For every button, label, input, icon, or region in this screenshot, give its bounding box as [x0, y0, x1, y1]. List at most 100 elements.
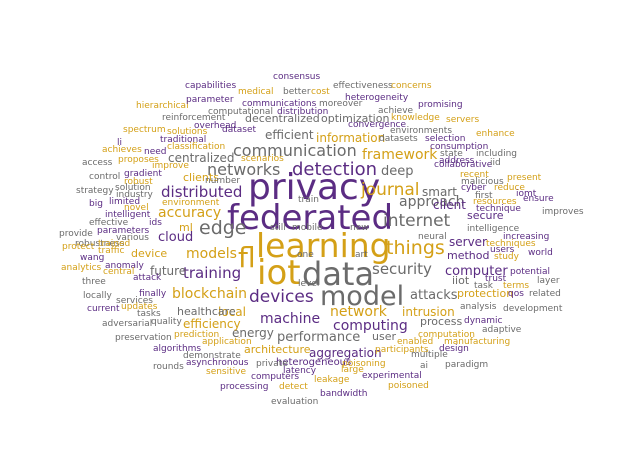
cloud-word: anomaly	[105, 261, 144, 271]
cloud-word: resources	[473, 197, 517, 207]
cloud-word: detection	[292, 159, 378, 180]
cloud-word: trained	[98, 239, 131, 249]
cloud-word: things	[386, 237, 445, 259]
cloud-word: quality	[151, 317, 182, 327]
cloud-word: better	[283, 87, 311, 97]
cloud-word: datasets	[379, 134, 418, 144]
cloud-word: design	[439, 344, 469, 354]
cloud-word: user	[372, 330, 396, 343]
cloud-word: locally	[83, 291, 112, 301]
cloud-word: limited	[109, 197, 141, 207]
cloud-word: classification	[167, 142, 226, 152]
cloud-word: promising	[418, 100, 463, 110]
cloud-word: parameter	[186, 95, 234, 105]
cloud-word: reinforcement	[162, 113, 226, 123]
cloud-word: data	[302, 255, 375, 293]
cloud-word: processing	[220, 382, 269, 392]
cloud-word: protect	[62, 242, 95, 252]
cloud-word: present	[507, 173, 542, 183]
cloud-word: ml	[179, 221, 193, 234]
cloud-word: paradigm	[445, 360, 489, 370]
cloud-word: still	[270, 223, 286, 233]
cloud-word: computing	[333, 318, 408, 334]
cloud-word: capabilities	[185, 81, 237, 91]
cloud-word: ids	[149, 218, 162, 228]
cloud-word: control	[89, 172, 121, 182]
cloud-word: poisoning	[342, 359, 386, 369]
cloud-word: environment	[162, 198, 220, 208]
cloud-word: overhead	[194, 121, 237, 131]
cloud-word: efficient	[265, 128, 314, 142]
cloud-word: concerns	[391, 81, 432, 91]
cloud-word: need	[144, 147, 167, 157]
cloud-word: security	[372, 260, 432, 278]
cloud-word: latency	[283, 366, 317, 376]
cloud-word: communication	[233, 141, 357, 160]
cloud-word: achieves	[102, 145, 142, 155]
cloud-word: participants	[375, 345, 429, 355]
cloud-word: bandwidth	[320, 389, 368, 399]
cloud-word: iomt	[516, 189, 537, 199]
cloud-word: poisoned	[388, 381, 429, 391]
cloud-word: experimental	[362, 371, 422, 381]
cloud-word: number	[205, 176, 241, 186]
cloud-word: address	[439, 156, 475, 166]
cloud-word: accuracy	[158, 205, 222, 221]
cloud-word: effectiveness	[333, 81, 393, 91]
cloud-word: preservation	[115, 333, 172, 343]
cloud-word: distribution	[277, 107, 329, 117]
cloud-word: network	[330, 304, 387, 320]
cloud-word: leakage	[314, 375, 350, 385]
cloud-word: rounds	[153, 362, 184, 372]
cloud-word: local	[218, 305, 246, 319]
cloud-word: effective	[89, 218, 129, 228]
cloud-word: state	[440, 149, 463, 159]
cloud-word: industry	[116, 190, 153, 200]
cloud-word: medical	[238, 87, 274, 97]
cloud-word: journal	[361, 180, 420, 200]
cloud-word: study	[494, 252, 519, 262]
cloud-word: model	[320, 281, 405, 312]
cloud-word: current	[87, 304, 120, 314]
cloud-word: robustness	[75, 239, 125, 249]
cloud-word: neural	[418, 232, 447, 242]
cloud-word: updates	[121, 302, 158, 312]
cloud-word: task	[474, 281, 493, 291]
cloud-word: approach	[399, 194, 465, 210]
cloud-word: energy	[232, 326, 274, 340]
cloud-word: communications	[242, 99, 317, 109]
cloud-word: enabled	[397, 337, 434, 347]
cloud-word: smart	[422, 185, 457, 199]
cloud-word: big	[89, 199, 103, 209]
cloud-word: algorithms	[153, 344, 202, 354]
cloud-word: client	[433, 198, 466, 212]
cloud-word: potential	[510, 267, 551, 277]
cloud-word: achieve	[378, 106, 414, 116]
cloud-word: first	[475, 191, 493, 201]
cloud-word: edge	[199, 217, 247, 239]
cloud-word: deep	[381, 164, 414, 179]
cloud-word: cloud	[158, 230, 194, 245]
cloud-word: private	[256, 359, 288, 369]
cloud-word: terms	[503, 281, 530, 291]
cloud-word: malicious	[461, 177, 504, 187]
cloud-word: intrusion	[402, 305, 455, 319]
cloud-word: sensitive	[206, 367, 247, 377]
cloud-word: demonstrate	[183, 351, 241, 361]
cloud-word: healthcare	[177, 305, 236, 318]
cloud-word: three	[82, 277, 106, 287]
cloud-word: adaptive	[482, 325, 522, 335]
cloud-word: aggregation	[309, 346, 382, 360]
cloud-word: consumption	[430, 142, 489, 152]
cloud-word: performance	[277, 330, 361, 345]
cloud-word: related	[529, 289, 561, 299]
cloud-word: federated	[227, 198, 394, 238]
cloud-word: wang	[80, 253, 105, 263]
cloud-word: one	[297, 250, 314, 260]
cloud-word: techniques	[486, 239, 536, 249]
cloud-word: recent	[460, 170, 489, 180]
cloud-word: evaluation	[271, 397, 319, 407]
cloud-word: computational	[208, 107, 273, 117]
cloud-word: manufacturing	[444, 337, 511, 347]
